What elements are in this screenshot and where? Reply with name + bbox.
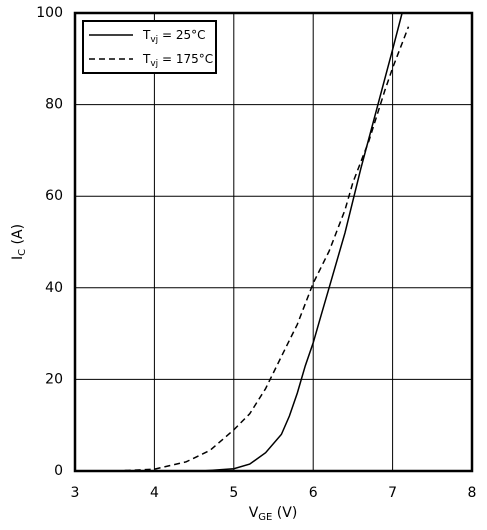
y-tick-label: 20 [45, 371, 63, 387]
legend-label: Tvj = 25°C [142, 28, 206, 45]
legend-label-part: vj [150, 59, 158, 69]
y-tick-label: 40 [45, 280, 63, 296]
x-label-sub: GE [258, 512, 272, 523]
series-line [114, 26, 410, 471]
legend-label-part: vj [150, 35, 158, 45]
legend-label: Tvj = 175°C [142, 52, 213, 69]
legend-label-part: = 175°C [158, 52, 213, 66]
x-tick-label: 7 [388, 485, 397, 501]
x-label-rest: (V) [272, 505, 297, 521]
x-tick-label: 6 [309, 485, 318, 501]
series-line [75, 13, 403, 471]
x-label-main: V [249, 505, 259, 521]
y-tick-label: 80 [45, 97, 63, 113]
x-tick-label: 4 [150, 485, 159, 501]
y-label-main: I [10, 256, 26, 260]
x-tick-label: 3 [71, 485, 80, 501]
legend-label-part: T [142, 52, 151, 66]
x-tick-label: 8 [468, 485, 477, 501]
y-tick-label: 0 [54, 463, 63, 479]
plot [75, 13, 410, 471]
y-tick-label: 100 [36, 5, 63, 21]
legend-label-part: T [142, 28, 151, 42]
plot-frame [73, 11, 474, 473]
legend-label-part: = 25°C [158, 28, 205, 42]
y-label-rest: (A) [10, 224, 26, 249]
y-axis-label: IC (A) [10, 224, 28, 260]
x-tick-label: 5 [229, 485, 238, 501]
y-tick-label: 60 [45, 188, 63, 204]
y-label-sub: C [17, 249, 28, 256]
x-axis-label: VGE (V) [249, 505, 298, 523]
legend-box [82, 20, 217, 74]
